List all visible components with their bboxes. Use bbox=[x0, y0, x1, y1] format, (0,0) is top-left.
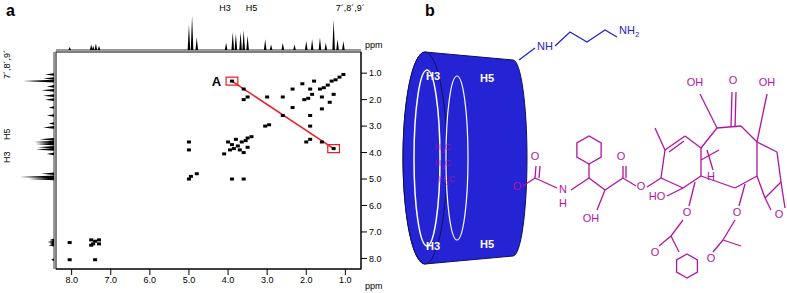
svg-text:H3: H3 bbox=[426, 240, 440, 252]
svg-text:5.0: 5.0 bbox=[369, 174, 382, 184]
svg-text:O: O bbox=[733, 206, 742, 218]
svg-text:2.0: 2.0 bbox=[369, 95, 382, 105]
svg-text:A: A bbox=[212, 74, 222, 89]
svg-text:H: H bbox=[707, 170, 715, 182]
svg-text:NH2: NH2 bbox=[619, 24, 639, 39]
svg-text:N: N bbox=[559, 183, 567, 195]
svg-text:1.0: 1.0 bbox=[339, 275, 352, 285]
svg-text:b: b bbox=[425, 2, 435, 19]
svg-text:NH: NH bbox=[537, 40, 553, 52]
svg-text:ppm: ppm bbox=[365, 40, 383, 50]
svg-text:H: H bbox=[559, 197, 567, 209]
svg-text:H3: H3 bbox=[219, 3, 231, 13]
svg-text:7.0: 7.0 bbox=[104, 275, 117, 285]
svg-text:OH: OH bbox=[583, 212, 600, 224]
svg-text:3.0: 3.0 bbox=[261, 275, 274, 285]
svg-text:OH: OH bbox=[759, 76, 776, 88]
svg-text:HO: HO bbox=[649, 190, 666, 202]
svg-text:O: O bbox=[637, 180, 646, 192]
svg-text:O: O bbox=[617, 150, 626, 162]
svg-text:H3: H3 bbox=[426, 70, 440, 82]
svg-text:5.0: 5.0 bbox=[183, 275, 196, 285]
svg-text:1.0: 1.0 bbox=[369, 68, 382, 78]
svg-text:O: O bbox=[513, 180, 522, 192]
svg-text:4.0: 4.0 bbox=[222, 275, 235, 285]
svg-text:6.0: 6.0 bbox=[144, 275, 157, 285]
svg-text:8.0: 8.0 bbox=[65, 275, 78, 285]
svg-text:H3C: H3C bbox=[439, 174, 456, 186]
svg-text:a: a bbox=[6, 2, 15, 19]
svg-text:O: O bbox=[531, 150, 540, 162]
svg-text:ppm: ppm bbox=[365, 281, 383, 291]
svg-text:O: O bbox=[775, 208, 784, 220]
svg-text:H5: H5 bbox=[246, 3, 258, 13]
svg-text:H3C: H3C bbox=[435, 142, 452, 154]
svg-text:H3: H3 bbox=[2, 151, 12, 163]
svg-text:H5: H5 bbox=[2, 128, 12, 140]
svg-text:6.0: 6.0 bbox=[369, 201, 382, 211]
svg-text:7.0: 7.0 bbox=[369, 227, 382, 237]
svg-text:H3C: H3C bbox=[435, 158, 452, 170]
svg-text:H5: H5 bbox=[480, 238, 494, 250]
svg-text:2.0: 2.0 bbox=[300, 275, 313, 285]
svg-text:O: O bbox=[729, 74, 738, 86]
svg-text:3.0: 3.0 bbox=[369, 121, 382, 131]
svg-text:H5: H5 bbox=[480, 72, 494, 84]
svg-text:O: O bbox=[683, 206, 692, 218]
svg-text:O: O bbox=[651, 246, 660, 258]
svg-text:8.0: 8.0 bbox=[369, 254, 382, 264]
svg-text:7´,8´,9´: 7´,8´,9´ bbox=[2, 50, 12, 79]
svg-text:4.0: 4.0 bbox=[369, 148, 382, 158]
svg-text:O: O bbox=[707, 252, 716, 264]
svg-text:7´,8´,9´: 7´,8´,9´ bbox=[336, 3, 365, 13]
svg-text:OH: OH bbox=[687, 76, 704, 88]
